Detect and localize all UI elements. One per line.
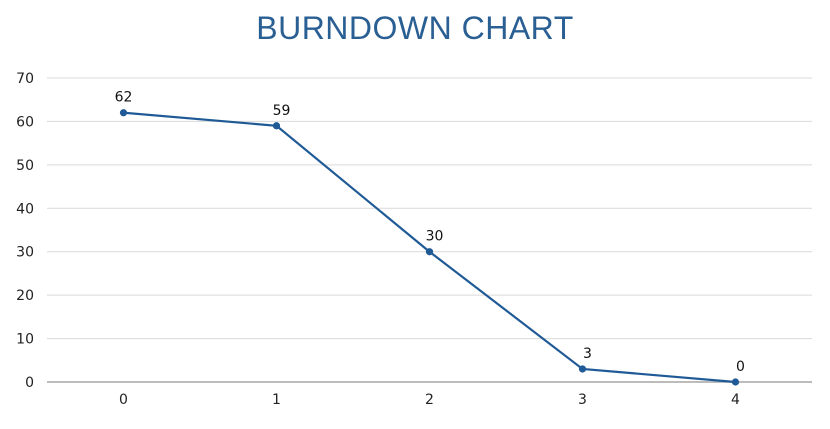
data-label: 59 — [273, 103, 291, 119]
data-label: 0 — [736, 359, 745, 375]
y-tick-label: 0 — [25, 375, 34, 391]
data-point — [578, 365, 587, 373]
series-line — [123, 111, 736, 384]
chart-title: BURNDOWN CHART — [256, 10, 574, 46]
data-label: 30 — [426, 229, 444, 245]
y-tick-label: 70 — [16, 71, 34, 87]
y-tick-label: 40 — [16, 201, 34, 217]
x-tick-label: 4 — [731, 392, 740, 408]
x-tick-label: 3 — [578, 392, 587, 408]
data-point — [272, 122, 281, 130]
data-point — [425, 248, 434, 256]
data-point — [119, 109, 128, 117]
data-label: 62 — [115, 90, 133, 106]
y-tick-label: 50 — [16, 158, 34, 174]
x-tick-label: 2 — [425, 392, 434, 408]
y-tick-label: 10 — [16, 332, 34, 348]
x-tick-label: 0 — [119, 392, 128, 408]
data-point — [731, 378, 740, 386]
y-tick-label: 20 — [16, 288, 34, 304]
y-tick-label: 60 — [16, 114, 34, 130]
y-tick-label: 30 — [16, 245, 34, 261]
x-tick-label: 1 — [272, 392, 281, 408]
data-label: 3 — [583, 346, 592, 362]
